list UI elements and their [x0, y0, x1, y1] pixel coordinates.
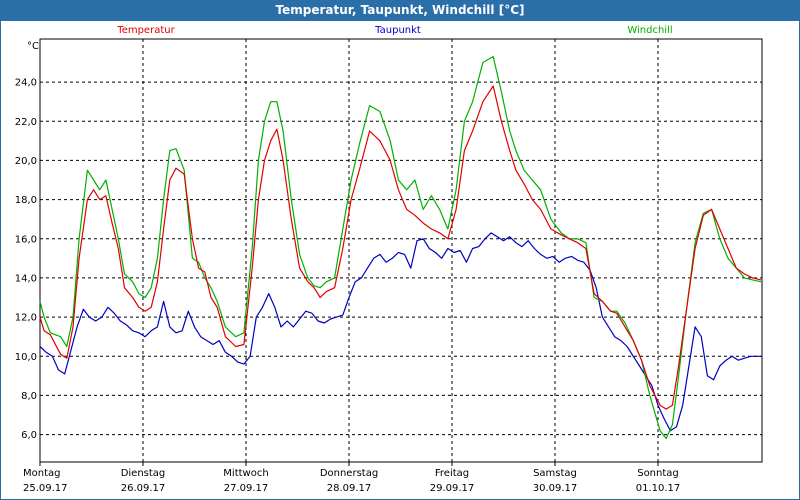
y-tick-label: 14,0 — [15, 273, 37, 284]
x-tick-day: Dienstag — [121, 468, 166, 479]
x-tick-date: 29.09.17 — [430, 483, 475, 494]
x-tick-date: 26.09.17 — [121, 483, 166, 494]
line-chart: 6,0 8,0 10,0 12,0 14,0 16,0 18,0 20,0 22,0 24,0 °C… — [15, 25, 763, 494]
y-tick-label: 12,0 — [15, 313, 37, 324]
series-line-temperatur — [39, 85, 762, 410]
chart-title: Temperatur, Taupunkt, Windchill [°C] — [0, 0, 800, 20]
x-tick-date: 28.09.17 — [327, 483, 372, 494]
legend-entry-taupunkt: Taupunkt — [374, 25, 421, 36]
legend-entry-temperatur: Temperatur — [116, 25, 175, 36]
x-tick-day: Donnerstag — [320, 468, 378, 479]
x-tick-day: Samstag — [533, 468, 577, 479]
x-tick-date: 25.09.17 — [23, 483, 68, 494]
y-tick-label: 18,0 — [15, 195, 37, 206]
legend-entry-windchill: Windchill — [627, 25, 672, 36]
y-tick-label: 16,0 — [15, 234, 37, 245]
y-tick-label: 8,0 — [21, 391, 37, 402]
chart-frame: 6,0 8,0 10,0 12,0 14,0 16,0 18,0 20,0 22,0 24,0 °C… — [0, 20, 800, 500]
x-tick-day: Montag — [23, 468, 60, 479]
y-tick-label: 22,0 — [15, 117, 37, 128]
x-tick-date: 01.10.17 — [636, 483, 681, 494]
y-tick-label: 10,0 — [15, 352, 37, 363]
x-tick-day: Sonntag — [637, 468, 679, 479]
series-line-windchill — [39, 55, 762, 440]
x-tick-day: Mittwoch — [223, 468, 268, 479]
series-line-taupunkt — [39, 232, 761, 432]
y-tick-label: 24,0 — [15, 78, 37, 89]
plot-area — [39, 38, 763, 463]
x-tick-date: 27.09.17 — [224, 483, 269, 494]
y-tick-label: 20,0 — [15, 156, 37, 167]
y-axis-label: °C — [27, 41, 39, 52]
x-tick-day: Freitag — [435, 468, 469, 479]
y-tick-label: 6,0 — [21, 430, 37, 441]
x-tick-date: 30.09.17 — [533, 483, 578, 494]
